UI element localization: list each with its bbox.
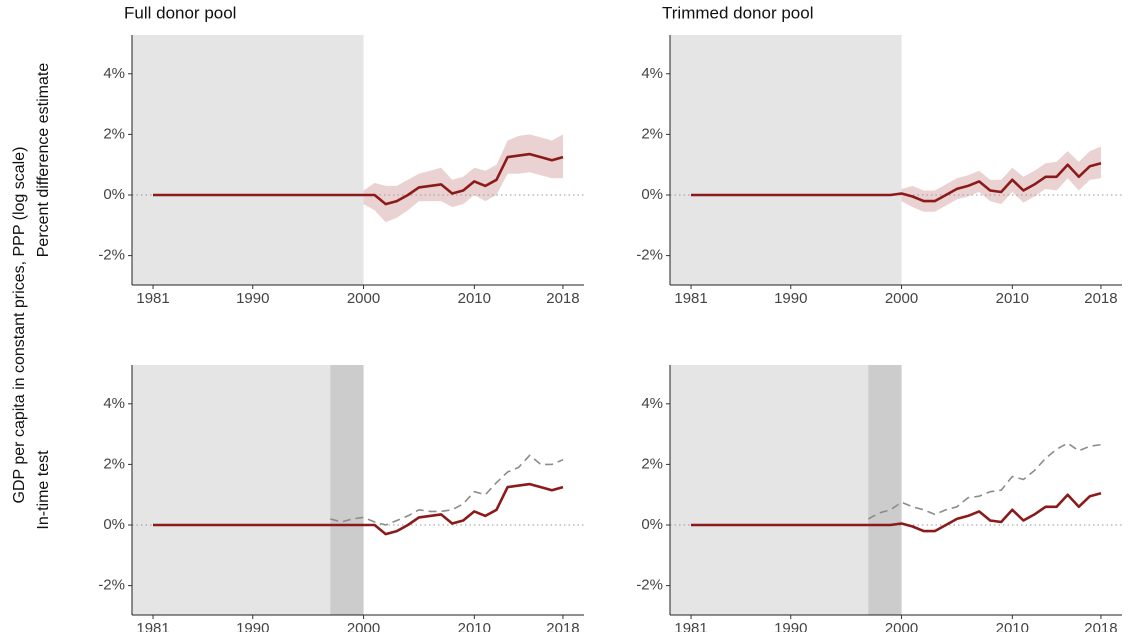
x-tick-label: 2018 — [1084, 290, 1117, 307]
y-tick-label: -2% — [98, 577, 125, 594]
panel-title: Full donor pool — [124, 3, 236, 22]
y-tick-label: 4% — [641, 65, 663, 82]
pre-treatment-shade — [132, 365, 364, 615]
y-axis-label: GDP per capita in constant prices, PPP (… — [11, 147, 28, 504]
x-tick-label: 1981 — [674, 620, 707, 632]
y-tick-label: 2% — [641, 125, 663, 142]
pre-treatment-shade — [670, 35, 902, 285]
x-tick-label: 2018 — [1084, 620, 1117, 632]
y-tick-label: 0% — [641, 186, 663, 203]
x-tick-label: 1990 — [774, 620, 807, 632]
x-tick-label: 2010 — [458, 620, 491, 632]
x-tick-label: 1981 — [674, 290, 707, 307]
x-tick-label: 2018 — [546, 620, 579, 632]
y-tick-label: -2% — [98, 247, 125, 264]
x-tick-label: 1981 — [136, 290, 169, 307]
x-tick-label: 2000 — [347, 290, 380, 307]
x-tick-label: 2010 — [996, 620, 1029, 632]
in-time-line — [330, 454, 564, 526]
panel-title: Trimmed donor pool — [662, 3, 814, 22]
placebo-shade — [330, 365, 364, 615]
x-tick-label: 2000 — [347, 620, 380, 632]
x-tick-label: 2010 — [996, 290, 1029, 307]
estimate-line — [691, 161, 1102, 203]
y-tick-label: -2% — [636, 577, 663, 594]
y-tick-label: 0% — [103, 516, 125, 533]
x-tick-label: 1981 — [136, 620, 169, 632]
row-label: In-time test — [35, 450, 52, 530]
x-tick-label: 1990 — [236, 620, 269, 632]
placebo-shade — [868, 365, 902, 615]
estimate-line — [153, 482, 564, 536]
x-tick-label: 2018 — [546, 290, 579, 307]
y-tick-label: 4% — [103, 395, 125, 412]
confidence-band — [901, 146, 1101, 212]
x-tick-label: 2000 — [885, 290, 918, 307]
x-tick-label: 1990 — [236, 290, 269, 307]
y-tick-label: 4% — [641, 395, 663, 412]
row-label: Percent difference estimate — [35, 63, 52, 258]
confidence-band — [363, 134, 563, 223]
x-tick-label: 2000 — [885, 620, 918, 632]
y-tick-label: 2% — [641, 455, 663, 472]
in-time-line — [867, 442, 1102, 520]
y-tick-label: 2% — [103, 125, 125, 142]
estimate-line — [691, 491, 1102, 533]
pre-treatment-shade — [132, 35, 364, 285]
y-tick-label: 0% — [103, 186, 125, 203]
x-tick-label: 1990 — [774, 290, 807, 307]
y-tick-label: -2% — [636, 247, 663, 264]
y-tick-label: 4% — [103, 65, 125, 82]
estimate-line — [153, 152, 564, 206]
x-tick-label: 2010 — [458, 290, 491, 307]
pre-treatment-shade — [670, 365, 902, 615]
y-tick-label: 0% — [641, 516, 663, 533]
y-tick-label: 2% — [103, 455, 125, 472]
